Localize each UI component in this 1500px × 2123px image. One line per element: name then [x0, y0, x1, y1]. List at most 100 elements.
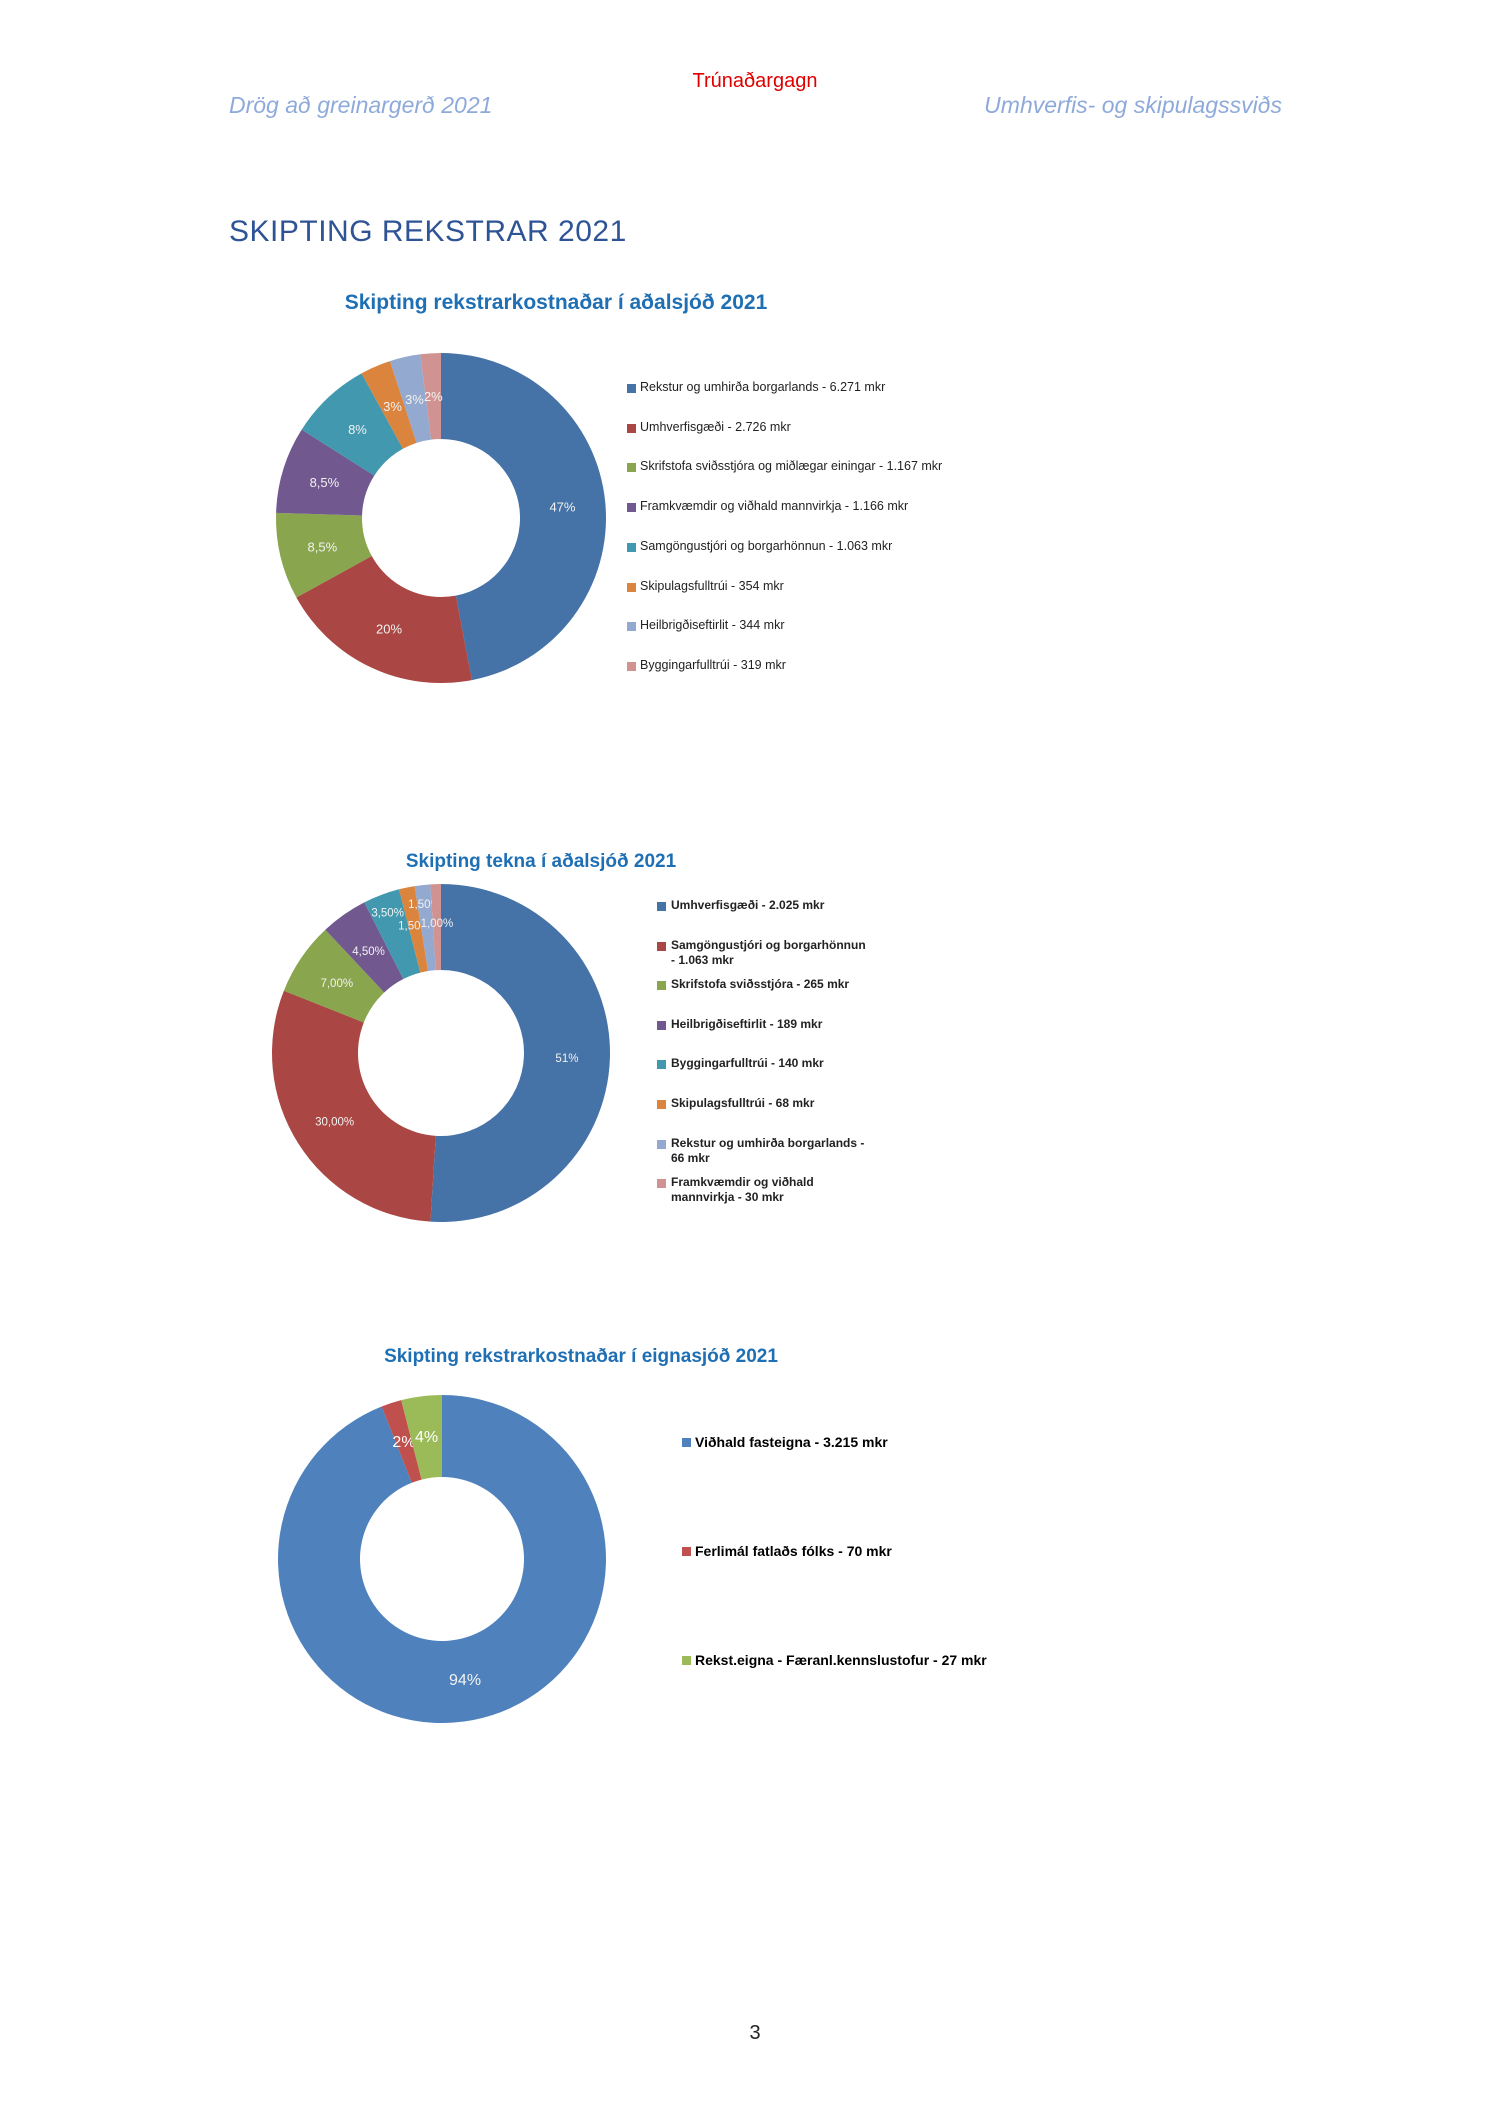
data-label: 30,00%: [315, 1117, 354, 1129]
confidential-label: Trúnaðargagn: [692, 70, 818, 92]
donut-slice: [276, 429, 375, 516]
legend-swatch: [627, 463, 636, 473]
chart-title: Skipting rekstrarkostnaðar í eignasjóð 2…: [384, 1346, 778, 1367]
legend-item: Samgöngustjóri og borgarhönnun - 1.063 m…: [627, 539, 892, 553]
legend-swatch: [682, 1655, 691, 1665]
donut-slice: [301, 373, 403, 476]
legend-label: Rekstur og umhirða borgarlands - 66 mkr: [671, 1135, 865, 1165]
legend-label: Framkvæmdir og viðhald mannvirkja - 1.16…: [640, 499, 909, 514]
data-label: 47%: [549, 500, 575, 515]
data-label: 3,50%: [371, 908, 404, 920]
donut-slice: [296, 556, 472, 683]
legend-swatch: [627, 542, 636, 552]
data-label: 94%: [449, 1672, 481, 1689]
legend-label: Skipulagsfulltrúi - 354 mkr: [640, 578, 784, 593]
data-label: 2%: [424, 389, 443, 404]
data-label: 20%: [376, 621, 402, 636]
data-label: 3%: [383, 399, 402, 414]
donut-slice: [364, 889, 421, 980]
data-label: 4,50%: [352, 946, 385, 958]
legend-item: Rekstur og umhirða borgarlands - 66 mkr: [657, 1136, 867, 1166]
legend-item: Skrifstofa sviðsstjóra - 265 mkr: [657, 977, 867, 992]
legend-swatch: [657, 1060, 666, 1070]
legend-swatch: [627, 622, 636, 632]
legend-swatch: [657, 1179, 666, 1189]
section-heading: SKIPTING REKSTRAR 2021: [229, 215, 627, 248]
data-label: 2%: [392, 1434, 415, 1451]
legend-item: Heilbrigðiseftirlit - 189 mkr: [657, 1017, 867, 1032]
donut-slice: [325, 902, 404, 993]
data-label: 7,00%: [320, 978, 353, 990]
legend-label: Skrifstofa sviðsstjóra og miðlægar einin…: [640, 459, 943, 474]
legend-swatch: [657, 1100, 666, 1109]
data-label: 4%: [415, 1429, 438, 1446]
legend-swatch: [657, 981, 666, 991]
data-label: 8,5%: [310, 475, 340, 490]
legend-swatch: [627, 503, 636, 513]
legend-swatch: [627, 661, 636, 671]
legend-swatch: [657, 941, 666, 951]
legend-label: Skipulagsfulltrúi - 68 mkr: [671, 1096, 815, 1110]
chart-title: Skipting rekstrarkostnaðar í aðalsjóð 20…: [344, 291, 768, 314]
legend-swatch: [627, 384, 636, 393]
legend-swatch: [682, 1437, 691, 1447]
legend-label: Framkvæmdir og viðhald mannvirkja - 30 m…: [671, 1175, 814, 1205]
donut-slice: [441, 353, 607, 681]
legend-label: Samgöngustjóri og borgarhönnun - 1.063 m…: [640, 538, 893, 553]
legend-label: Heilbrigðiseftirlit - 189 mkr: [671, 1016, 823, 1031]
donut-slice: [430, 884, 441, 971]
legend-label: Ferlimál fatlaðs fólks - 70 mkr: [695, 1543, 892, 1559]
legend-item: Ferlimál fatlaðs fólks - 70 mkr: [682, 1543, 892, 1559]
legend-label: Byggingarfulltrúi - 140 mkr: [671, 1056, 824, 1071]
legend-swatch: [682, 1546, 691, 1556]
donut-slice: [398, 886, 429, 973]
legend-label: Samgöngustjóri og borgarhönnun - 1.063 m…: [671, 937, 866, 967]
data-label: 51%: [555, 1053, 578, 1065]
data-label: 3%: [405, 392, 424, 407]
data-label: 1,00%: [421, 918, 454, 930]
legend-item: Rekstur og umhirða borgarlands - 6.271 m…: [627, 380, 885, 394]
legend-label: Viðhald fasteigna - 3.215 mkr: [695, 1434, 888, 1450]
header-right: Umhverfis- og skipulagssviðs: [984, 92, 1282, 118]
legend-swatch: [627, 582, 636, 592]
page-number: 3: [749, 2022, 761, 2044]
donut-slice: [283, 929, 385, 1023]
legend-label: Umhverfisgæði - 2.726 mkr: [640, 419, 791, 434]
legend-item: Framkvæmdir og viðhald mannvirkja - 1.16…: [627, 499, 908, 513]
donut-slice: [276, 512, 372, 598]
legend-item: Umhverfisgæði - 2.726 mkr: [627, 420, 791, 434]
donut-slice: [430, 884, 610, 1222]
legend-item: Framkvæmdir og viðhald mannvirkja - 30 m…: [657, 1175, 867, 1205]
legend-label: Rekst.eigna - Færanl.kennslustofur - 27 …: [695, 1652, 987, 1668]
legend-swatch: [657, 1020, 666, 1030]
data-label: 8,5%: [308, 539, 338, 554]
legend-swatch: [657, 902, 666, 911]
data-label: 8%: [348, 422, 367, 437]
chart-title: Skipting tekna í aðalsjóð 2021: [405, 851, 677, 872]
legend-item: Skipulagsfulltrúi - 68 mkr: [657, 1096, 867, 1111]
donut-slice: [278, 1395, 607, 1723]
legend-item: Byggingarfulltrúi - 319 mkr: [627, 658, 786, 672]
legend-label: Byggingarfulltrúi - 319 mkr: [640, 657, 786, 672]
donut-slice: [401, 1395, 442, 1480]
legend-item: Skipulagsfulltrúi - 354 mkr: [627, 579, 784, 593]
legend-swatch: [627, 423, 636, 433]
donut-slice: [390, 354, 432, 443]
legend-item: Heilbrigðiseftirlit - 344 mkr: [627, 618, 784, 632]
donut-slice: [361, 361, 417, 449]
legend-item: Byggingarfulltrúi - 140 mkr: [657, 1056, 867, 1071]
donut-slice: [272, 990, 436, 1222]
header-left: Drög að greinargerð 2021: [229, 92, 493, 118]
legend-item: Viðhald fasteigna - 3.215 mkr: [682, 1434, 888, 1450]
donut-slice: [381, 1400, 422, 1483]
legend-label: Skrifstofa sviðsstjóra - 265 mkr: [671, 977, 850, 992]
legend-item: Skrifstofa sviðsstjóra og miðlægar einin…: [627, 459, 942, 473]
legend-label: Heilbrigðiseftirlit - 344 mkr: [640, 618, 785, 633]
legend-label: Umhverfisgæði - 2.025 mkr: [671, 898, 825, 912]
legend-item: Samgöngustjóri og borgarhönnun - 1.063 m…: [657, 938, 867, 968]
legend-item: Rekst.eigna - Færanl.kennslustofur - 27 …: [682, 1652, 987, 1668]
legend-swatch: [657, 1139, 666, 1149]
legend-item: Umhverfisgæði - 2.025 mkr: [657, 898, 867, 913]
legend-label: Rekstur og umhirða borgarlands - 6.271 m…: [640, 380, 886, 394]
